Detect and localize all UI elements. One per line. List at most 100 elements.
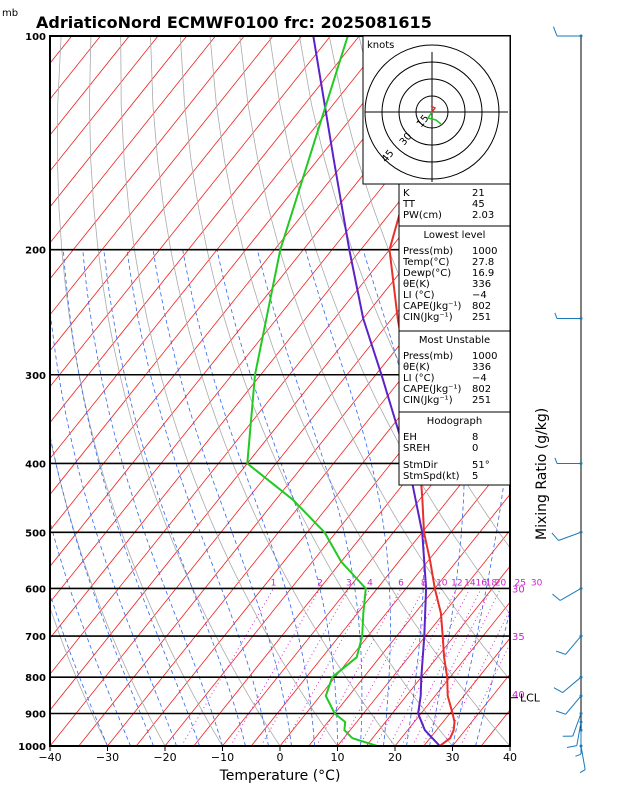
- mixing-ratio-label: 3: [346, 578, 352, 588]
- moist-adiabat-line: [182, 249, 315, 746]
- isotherm-line: [250, 421, 510, 746]
- isotherm-line: [78, 206, 510, 746]
- mixing-ratio-line: [460, 642, 510, 746]
- wind-barb: [559, 588, 582, 601]
- x-tick-label: −30: [96, 751, 119, 764]
- panel-section-title: Lowest level: [424, 230, 486, 241]
- dry-adiabat-line: [269, 36, 510, 615]
- hodograph-ring: [364, 44, 500, 180]
- hodograph-ring: [415, 95, 449, 129]
- index-label: θE(K): [403, 279, 430, 290]
- index-label: θE(K): [403, 362, 430, 373]
- wind-barb: [580, 745, 586, 770]
- moist-adiabat-line: [82, 249, 223, 746]
- panel-section-title: Most Unstable: [419, 335, 490, 346]
- y-tick-label: 200: [25, 246, 46, 257]
- mixing-ratio-line: [389, 588, 471, 746]
- wind-barb-dot: [579, 720, 583, 724]
- y-tick-label: 500: [25, 528, 46, 539]
- unit-mb-label: mb: [2, 8, 18, 19]
- index-label: StmDir: [403, 460, 438, 471]
- moist-adiabat-line: [216, 249, 338, 746]
- dry-adiabat-line: [239, 36, 510, 681]
- index-value: 27.8: [472, 257, 494, 268]
- x-tick-label: −20: [153, 751, 176, 764]
- mixing-ratio-axis-label: Mixing Ratio (g/kg): [534, 408, 550, 540]
- isotherm-line: [50, 36, 418, 496]
- isotherm-line: [509, 745, 510, 746]
- index-value: 802: [472, 301, 491, 312]
- hodograph-trace: [426, 111, 442, 125]
- y-tick-label: 800: [25, 673, 46, 684]
- dry-adiabat-line: [88, 36, 281, 746]
- wind-barb: [576, 721, 582, 746]
- wind-barb: [558, 531, 582, 541]
- x-tick-label: 20: [388, 751, 402, 764]
- panel-section-title: Hodograph: [427, 416, 482, 427]
- wind-barb: [565, 635, 582, 655]
- moist-adiabat-line: [362, 249, 425, 746]
- isotherm-line: [337, 529, 510, 746]
- moist-adiabat-line: [50, 433, 154, 746]
- wind-barb-dot: [579, 461, 583, 465]
- wind-barb-dot: [579, 712, 583, 716]
- moist-adiabat-line: [305, 249, 391, 746]
- wind-barbs: [551, 26, 586, 774]
- y-tick-label: 400: [25, 459, 46, 470]
- index-value: 5: [472, 471, 478, 482]
- mixing-ratio-line: [375, 588, 458, 746]
- dry-adiabat-line: [56, 36, 223, 746]
- lcl-label: LCL: [520, 692, 541, 705]
- index-value: 336: [472, 279, 491, 290]
- index-label: Dewp(°C): [403, 268, 451, 279]
- wind-barb-flag: [555, 650, 566, 655]
- mixing-ratio-label: 4: [367, 578, 373, 588]
- mixing-ratio-label: 12: [451, 578, 462, 588]
- index-value: −4: [472, 373, 487, 384]
- mixing-ratio-label: 20: [495, 578, 507, 588]
- index-value: 8: [472, 432, 478, 443]
- x-axis-title: Temperature (°C): [219, 768, 341, 784]
- hodograph-ring: [398, 78, 466, 146]
- index-label: Press(mb): [403, 246, 453, 257]
- wind-barb-dot: [579, 634, 583, 638]
- mixing-ratio-label: 16: [476, 578, 488, 588]
- isotherm-line: [50, 36, 159, 172]
- isotherm-line: [394, 601, 510, 746]
- mixing-ratio-line: [283, 588, 371, 746]
- isotherm-line: [50, 36, 216, 244]
- isotherm-line: [50, 36, 331, 388]
- index-value: 251: [472, 395, 491, 406]
- index-value: 802: [472, 384, 491, 395]
- isotherm-line: [50, 36, 360, 424]
- dewpoint-line: [246, 36, 378, 746]
- mixing-ratio-label: 18: [486, 578, 498, 588]
- mixing-ratio-line: [230, 588, 321, 746]
- panel-box: [398, 183, 511, 227]
- y-tick-label: 100: [25, 32, 46, 43]
- index-label: K: [403, 188, 410, 199]
- background-lines: [50, 36, 510, 746]
- wind-barb-dot: [579, 317, 583, 321]
- x-tick-label: −40: [38, 751, 61, 764]
- y-tick-label: 1000: [18, 742, 46, 753]
- wind-barb-dot: [579, 675, 583, 679]
- x-tick-label: 40: [503, 751, 517, 764]
- dry-adiabat-line: [50, 606, 108, 746]
- moist-adiabat-line: [475, 609, 510, 746]
- wind-barb-dot: [579, 530, 583, 534]
- wind-barb-dot: [579, 586, 583, 590]
- wind-barb-flag: [552, 26, 558, 37]
- isotherm-line: [50, 36, 274, 316]
- index-label: Press(mb): [403, 351, 453, 362]
- index-value: 0: [472, 443, 478, 454]
- index-value: −4: [472, 290, 487, 301]
- mixing-ratio-label: 10: [436, 578, 448, 588]
- index-label: SREH: [403, 443, 430, 454]
- index-label: CAPE(Jkg⁻¹): [403, 384, 461, 395]
- index-value: 2.03: [472, 210, 494, 221]
- moist-adiabat-line: [429, 249, 465, 746]
